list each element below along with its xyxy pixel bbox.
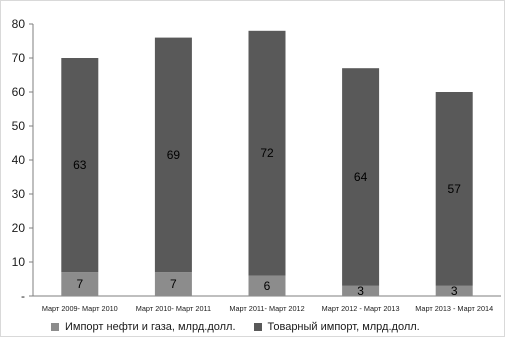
y-tick-label: 10 xyxy=(12,255,26,269)
data-label-goods-import: 57 xyxy=(448,182,462,196)
bar-goods-import xyxy=(435,92,473,286)
x-tick-label: Март 2011- Март 2012 xyxy=(229,304,304,313)
data-label-goods-import: 69 xyxy=(167,148,181,162)
data-label-oil-gas: 7 xyxy=(170,277,177,291)
legend-swatch-goods-import xyxy=(253,323,262,331)
bar-oil-gas xyxy=(248,275,286,296)
legend-label-oil-gas: Импорт нефти и газа, млрд.долл. xyxy=(65,321,236,333)
bar-goods-import xyxy=(61,58,99,273)
data-label-goods-import: 63 xyxy=(73,158,87,172)
bar-oil-gas xyxy=(154,272,192,296)
legend-item-goods-import: Товарный импорт, млрд.долл. xyxy=(253,321,420,333)
x-tick-label: Март 2009- Март 2010 xyxy=(42,304,118,313)
data-label-oil-gas: 3 xyxy=(451,284,458,298)
y-tick-label: 60 xyxy=(12,85,26,99)
chart-legend: Импорт нефти и газа, млрд.долл. Товарный… xyxy=(51,318,505,336)
data-label-oil-gas: 3 xyxy=(357,284,364,298)
y-tick-label: 50 xyxy=(12,119,26,133)
bar-oil-gas xyxy=(435,285,473,296)
data-label-oil-gas: 6 xyxy=(264,279,271,293)
x-tick-label: Март 2013 - Март 2014 xyxy=(415,304,493,313)
bar-goods-import xyxy=(248,30,286,276)
data-label-goods-import: 72 xyxy=(260,146,274,160)
y-tick-label: - xyxy=(21,289,25,303)
y-tick-label: 40 xyxy=(12,153,26,167)
y-tick-label: 20 xyxy=(12,221,26,235)
bar-oil-gas xyxy=(342,285,380,296)
bar-goods-import xyxy=(342,68,380,286)
x-tick-label: Март 2012 - Март 2013 xyxy=(322,304,400,313)
y-tick-label: 30 xyxy=(12,187,26,201)
legend-item-oil-gas: Импорт нефти и газа, млрд.долл. xyxy=(51,321,236,333)
legend-label-goods-import: Товарный импорт, млрд.долл. xyxy=(267,321,420,333)
y-tick-label: 70 xyxy=(12,51,26,65)
data-label-goods-import: 64 xyxy=(354,170,368,184)
x-tick-label: Март 2010- Март 2011 xyxy=(136,304,211,313)
bar-oil-gas xyxy=(61,272,99,296)
bar-goods-import xyxy=(154,37,192,273)
legend-swatch-oil-gas xyxy=(51,323,59,331)
y-tick-label: 80 xyxy=(12,17,26,31)
data-label-oil-gas: 7 xyxy=(76,277,83,291)
